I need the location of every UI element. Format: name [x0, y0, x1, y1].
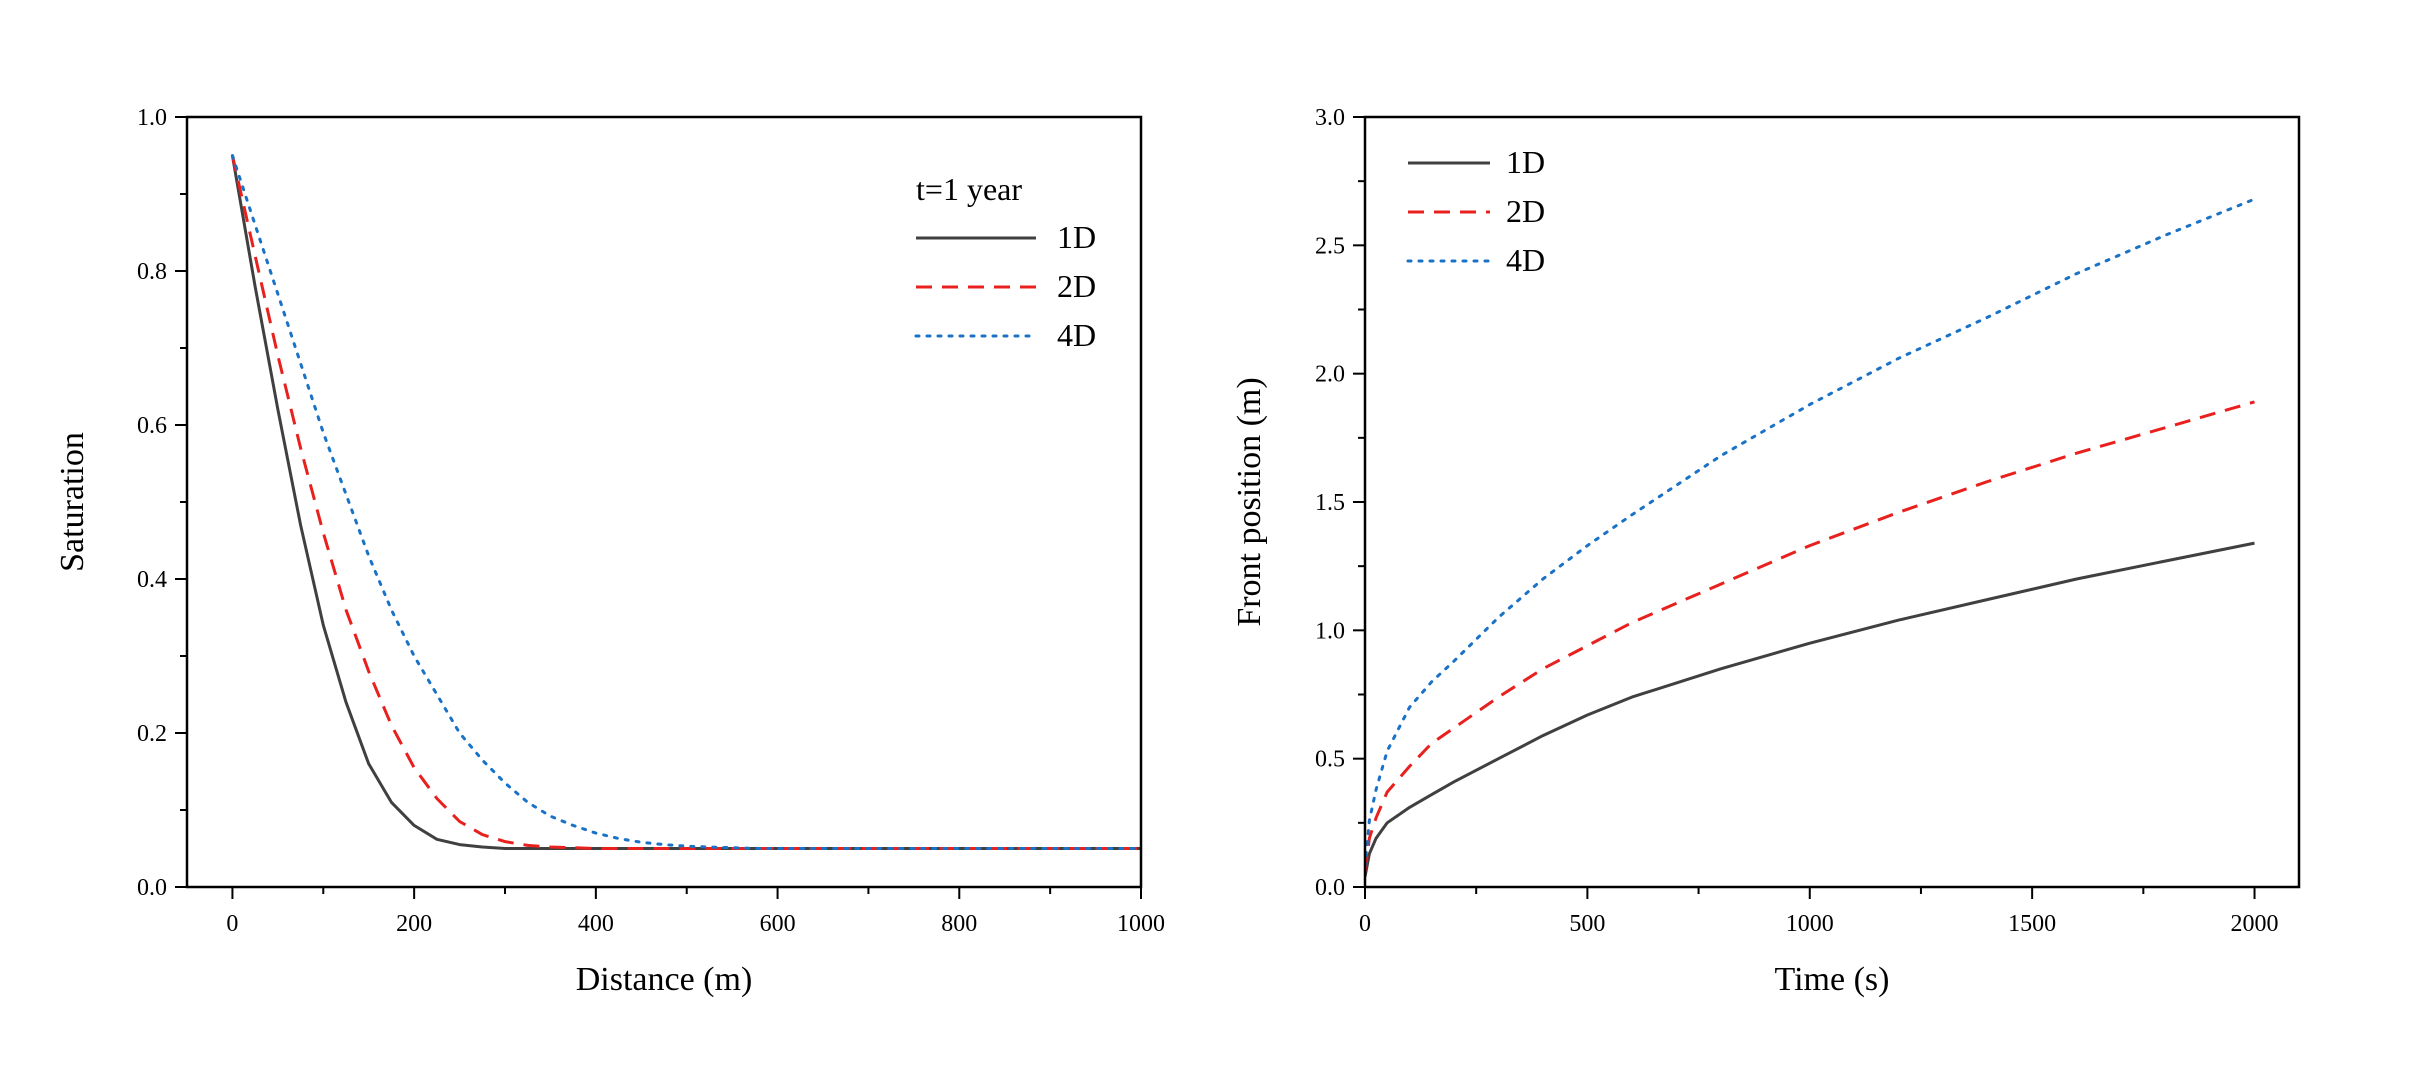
legend-label-4D: 4D	[1057, 317, 1096, 353]
series-line-1D	[1365, 541, 2255, 877]
y-tick-label: 1.0	[1315, 618, 1345, 644]
x-tick-label: 1000	[1786, 911, 1834, 937]
y-tick-label: 0.4	[137, 567, 167, 593]
legend-title: t=1 year	[916, 171, 1022, 207]
legend-label-1D: 1D	[1506, 144, 1545, 180]
y-axis-title: Saturation	[54, 432, 91, 572]
series-line-4D	[230, 154, 1141, 850]
series-line-2D	[230, 155, 1141, 850]
y-tick-label: 1.5	[1315, 490, 1345, 516]
y-tick-label: 0.0	[137, 875, 167, 901]
x-tick-label: 200	[396, 911, 432, 937]
y-tick-label: 0.8	[137, 259, 167, 285]
x-tick-label: 0	[1359, 911, 1371, 937]
y-tick-label: 2.5	[1315, 233, 1345, 259]
x-axis-title: Distance (m)	[576, 961, 753, 998]
legend: t=1 year 1D 2D 4D	[914, 171, 1096, 353]
x-tick-label: 1500	[2008, 911, 2056, 937]
x-tick-label: 1000	[1117, 911, 1165, 937]
x-tick-label: 0	[226, 911, 238, 937]
x-tick-label: 800	[941, 911, 977, 937]
y-axis-title: Front position (m)	[1231, 377, 1268, 626]
chart-front: 0 500 1000 1500 2000 0.0 0.5 1.0 1.5 2.0 2.5 3.0 Tim…	[1231, 105, 2301, 998]
y-tick-label: 2.0	[1315, 362, 1345, 388]
x-tick-label: 500	[1569, 911, 1605, 937]
y-tick-label: 0.5	[1315, 747, 1345, 773]
x-tick-label: 400	[578, 911, 614, 937]
legend: 1D 2D 4D	[1406, 144, 1545, 278]
legend-label-1D: 1D	[1057, 219, 1096, 255]
y-tick-label: 0.0	[1315, 875, 1345, 901]
x-tick-label: 600	[760, 911, 796, 937]
legend-label-4D: 4D	[1506, 242, 1545, 278]
legend-label-2D: 2D	[1506, 193, 1545, 229]
series-line-2D	[1365, 400, 2255, 872]
chart-saturation: 0 200 400 600 800 1000 0.0 0.2 0.4 0.6 0.8 1.0 Dista…	[54, 105, 1165, 998]
x-tick-label: 2000	[2231, 911, 2279, 937]
y-tick-label: 0.6	[137, 413, 167, 439]
series-line-1D	[230, 155, 1141, 850]
x-axis-title: Time (s)	[1775, 961, 1890, 998]
y-tick-label: 1.0	[137, 105, 167, 131]
y-tick-label: 3.0	[1315, 105, 1345, 131]
legend-label-2D: 2D	[1057, 268, 1096, 304]
y-tick-label: 0.2	[137, 721, 167, 747]
plot-frame	[1363, 115, 2301, 889]
plot-frame	[185, 115, 1143, 889]
series-line-4D	[1365, 197, 2256, 868]
